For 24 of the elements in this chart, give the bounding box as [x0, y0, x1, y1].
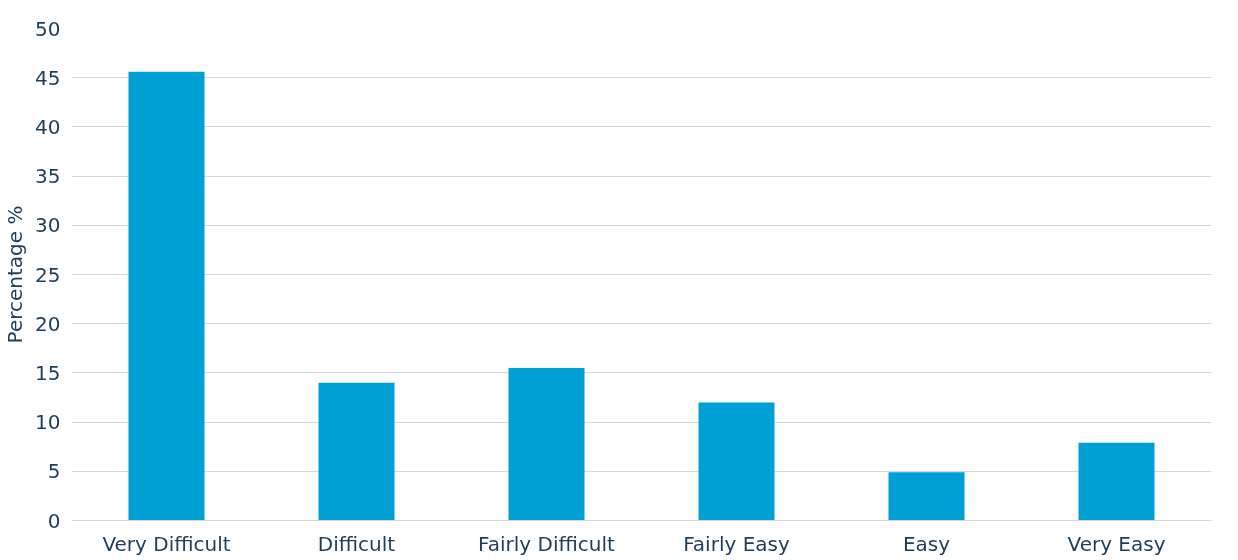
y-tick-label: 45 [35, 65, 61, 90]
x-tick-label: Easy [902, 531, 951, 556]
y-tick-label: 25 [35, 262, 61, 287]
y-tick-label: 0 [47, 508, 61, 533]
y-tick-label: 30 [35, 213, 61, 238]
bar [698, 402, 775, 521]
x-tick-label: Very Easy [1067, 531, 1166, 556]
bar [128, 71, 205, 521]
bar [888, 472, 965, 521]
x-tick-label: Fairly Difficult [478, 531, 616, 556]
y-tick-label: 40 [35, 114, 61, 139]
y-axis-title: Percentage % [3, 205, 28, 344]
y-tick-label: 20 [35, 311, 61, 336]
bar [508, 367, 585, 521]
bar [318, 382, 395, 521]
bar [1078, 442, 1155, 521]
y-tick-label: 15 [35, 360, 61, 385]
y-tick-label: 10 [35, 410, 61, 435]
y-tick-label: 50 [35, 16, 61, 41]
x-tick-label: Fairly Easy [683, 531, 790, 556]
x-tick-label: Very Difficult [102, 531, 231, 556]
x-tick-label: Difficult [317, 531, 396, 556]
y-tick-label: 35 [35, 164, 61, 189]
y-tick-label: 5 [47, 459, 61, 484]
